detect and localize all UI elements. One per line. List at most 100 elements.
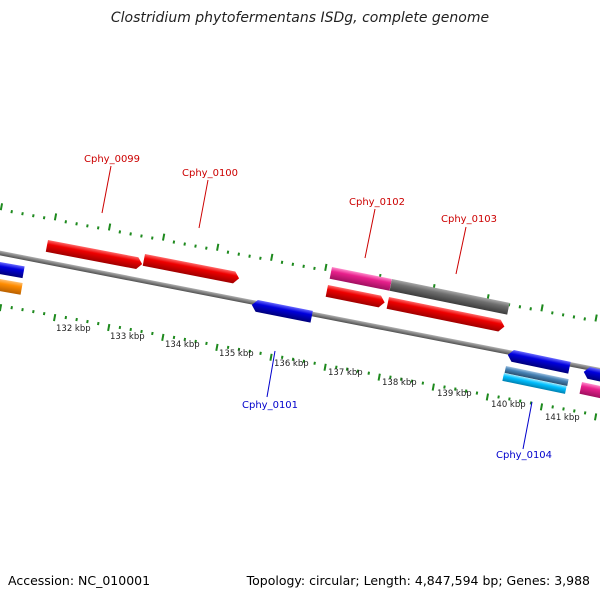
- minor-tick-mark: [410, 379, 414, 383]
- minor-tick-mark: [172, 240, 176, 244]
- minor-tick-mark: [313, 266, 316, 271]
- gene-orange-left[interactable]: [0, 277, 23, 295]
- minor-tick-mark: [194, 339, 197, 344]
- minor-tick-mark: [205, 341, 208, 346]
- kbp-tick-label: 136 kbp: [274, 359, 309, 369]
- minor-tick-mark: [129, 327, 132, 332]
- minor-tick-mark: [367, 371, 371, 375]
- minor-tick-mark: [518, 399, 522, 403]
- major-tick-mark: [324, 263, 328, 272]
- major-tick-mark: [107, 323, 111, 332]
- minor-tick-mark: [518, 305, 522, 309]
- minor-tick-mark: [399, 377, 403, 381]
- minor-tick-mark: [529, 307, 532, 311]
- minor-tick-mark: [183, 242, 186, 246]
- major-tick-mark: [269, 353, 273, 361]
- gene-label-cphy-0102[interactable]: Cphy_0102: [349, 197, 405, 208]
- minor-tick-mark: [237, 252, 241, 256]
- minor-tick-mark: [42, 311, 46, 316]
- minor-tick-mark: [151, 236, 154, 240]
- major-tick-mark: [539, 403, 544, 411]
- kbp-tick-label: 141 kbp: [545, 413, 580, 423]
- gene-label-cphy-0101[interactable]: Cphy_0101: [242, 400, 298, 411]
- gene-cphy-0103[interactable]: [386, 297, 506, 332]
- major-tick-mark: [594, 314, 598, 322]
- major-tick-mark: [270, 253, 274, 261]
- minor-tick-mark: [42, 216, 46, 220]
- gene-pink-right[interactable]: [579, 382, 600, 400]
- inner-tick-track: [0, 304, 598, 421]
- major-tick-mark: [107, 223, 112, 231]
- major-tick-mark: [215, 343, 219, 351]
- gene-label-cphy-0103[interactable]: Cphy_0103: [441, 214, 497, 225]
- minor-tick-mark: [32, 214, 35, 218]
- major-tick-mark: [53, 213, 58, 221]
- minor-tick-mark: [561, 313, 565, 317]
- minor-tick-mark: [21, 212, 24, 216]
- minor-tick-mark: [572, 315, 576, 319]
- minor-tick-mark: [86, 224, 89, 228]
- kbp-tick-label: 132 kbp: [56, 324, 91, 334]
- minor-tick-mark: [562, 407, 565, 411]
- minor-tick-mark: [64, 220, 68, 224]
- minor-tick-mark: [551, 405, 554, 409]
- minor-tick-mark: [97, 321, 100, 326]
- gene-cphy-0099[interactable]: [45, 240, 144, 270]
- major-tick-mark: [53, 313, 57, 322]
- minor-tick-mark: [10, 210, 13, 214]
- gene-steel-right[interactable]: [504, 366, 569, 386]
- major-tick-mark: [540, 304, 544, 312]
- gene-cphy-0103-gray[interactable]: [389, 279, 510, 315]
- major-tick-mark: [377, 373, 381, 381]
- major-tick-mark: [162, 233, 166, 241]
- minor-tick-mark: [183, 337, 187, 342]
- minor-tick-mark: [356, 369, 360, 373]
- minor-tick-mark: [172, 335, 176, 340]
- minor-tick-mark: [194, 244, 197, 248]
- minor-tick-mark: [75, 317, 78, 322]
- minor-tick-mark: [96, 226, 100, 230]
- gene-label-cphy-0104[interactable]: Cphy_0104: [496, 450, 552, 461]
- major-tick-mark: [161, 333, 165, 342]
- minor-tick-mark: [475, 391, 479, 395]
- gene-label-cphy-0100[interactable]: Cphy_0100: [182, 168, 238, 179]
- minor-tick-mark: [291, 262, 295, 266]
- minor-tick-mark: [151, 331, 154, 336]
- major-tick-mark: [0, 203, 4, 211]
- kbp-tick-label: 140 kbp: [491, 400, 526, 410]
- gene-cphy-0104[interactable]: [502, 373, 567, 394]
- minor-tick-mark: [75, 222, 78, 226]
- gene-cphy-0100[interactable]: [142, 254, 241, 284]
- minor-tick-mark: [280, 260, 284, 264]
- major-tick-mark: [323, 363, 327, 371]
- major-tick-mark: [431, 383, 435, 391]
- minor-tick-mark: [302, 359, 306, 363]
- minor-tick-mark: [454, 387, 457, 391]
- minor-tick-mark: [497, 395, 500, 399]
- gene-cphy-0101[interactable]: [251, 299, 313, 323]
- gene-label-cphy-0099[interactable]: Cphy_0099: [84, 154, 140, 165]
- minor-tick-mark: [118, 325, 122, 330]
- kbp-tick-label: 137 kbp: [328, 368, 363, 378]
- minor-tick-mark: [259, 256, 262, 260]
- minor-tick-mark: [389, 375, 392, 379]
- gene-cphy-0098-fwd[interactable]: [0, 260, 25, 279]
- gene-red-lower-a[interactable]: [325, 285, 386, 308]
- gene-blue-right-b[interactable]: [583, 366, 600, 384]
- minor-tick-mark: [551, 311, 554, 315]
- gene-blue-right-a[interactable]: [507, 349, 571, 374]
- minor-tick-mark: [508, 397, 511, 401]
- accession-text: Accession: NC_010001: [8, 573, 151, 588]
- minor-tick-mark: [421, 381, 425, 385]
- minor-tick-mark: [10, 306, 13, 310]
- gene-cphy-0102[interactable]: [329, 267, 392, 291]
- minor-tick-mark: [32, 309, 35, 314]
- minor-tick-mark: [21, 307, 24, 312]
- minor-tick-mark: [259, 351, 262, 355]
- minor-tick-mark: [237, 347, 241, 352]
- minor-tick-mark: [291, 357, 295, 361]
- minor-tick-mark: [248, 349, 251, 353]
- minor-tick-mark: [140, 329, 143, 334]
- major-tick-mark: [216, 243, 220, 251]
